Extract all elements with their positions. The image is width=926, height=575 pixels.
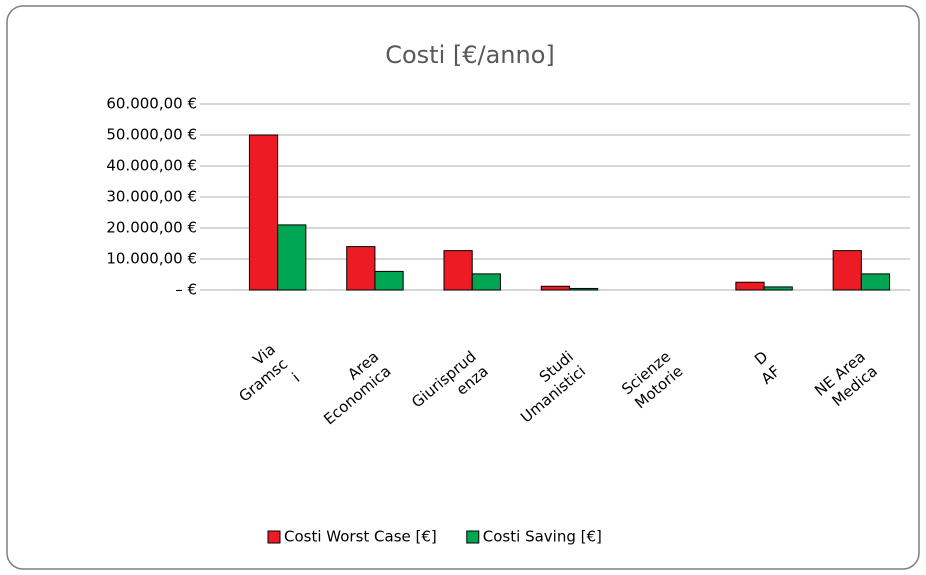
bar — [569, 287, 599, 291]
bar — [277, 224, 307, 291]
bar — [346, 246, 376, 291]
legend-label: Costi Worst Case [€] — [284, 528, 437, 546]
legend-label: Costi Saving [€] — [483, 528, 602, 546]
chart-title: Costi [€/anno] — [385, 41, 555, 69]
bar — [860, 273, 891, 291]
bar — [443, 250, 473, 291]
legend-swatch — [267, 530, 281, 544]
bar — [832, 250, 862, 291]
y-tick-label: 20.000,00 € — [106, 219, 197, 237]
y-tick-label: 50.000,00 € — [106, 126, 197, 144]
bar — [540, 285, 571, 291]
y-tick-label: 40.000,00 € — [106, 157, 197, 175]
legend-swatch — [466, 530, 480, 544]
y-tick-label: 60.000,00 € — [106, 95, 197, 113]
bar — [374, 270, 404, 291]
bar — [735, 281, 765, 291]
bar — [763, 286, 793, 291]
bar — [248, 134, 279, 291]
y-tick-label: 10.000,00 € — [106, 250, 197, 268]
y-tick-label: – € — [175, 281, 197, 299]
bar — [471, 273, 501, 291]
y-tick-label: 30.000,00 € — [106, 188, 197, 206]
